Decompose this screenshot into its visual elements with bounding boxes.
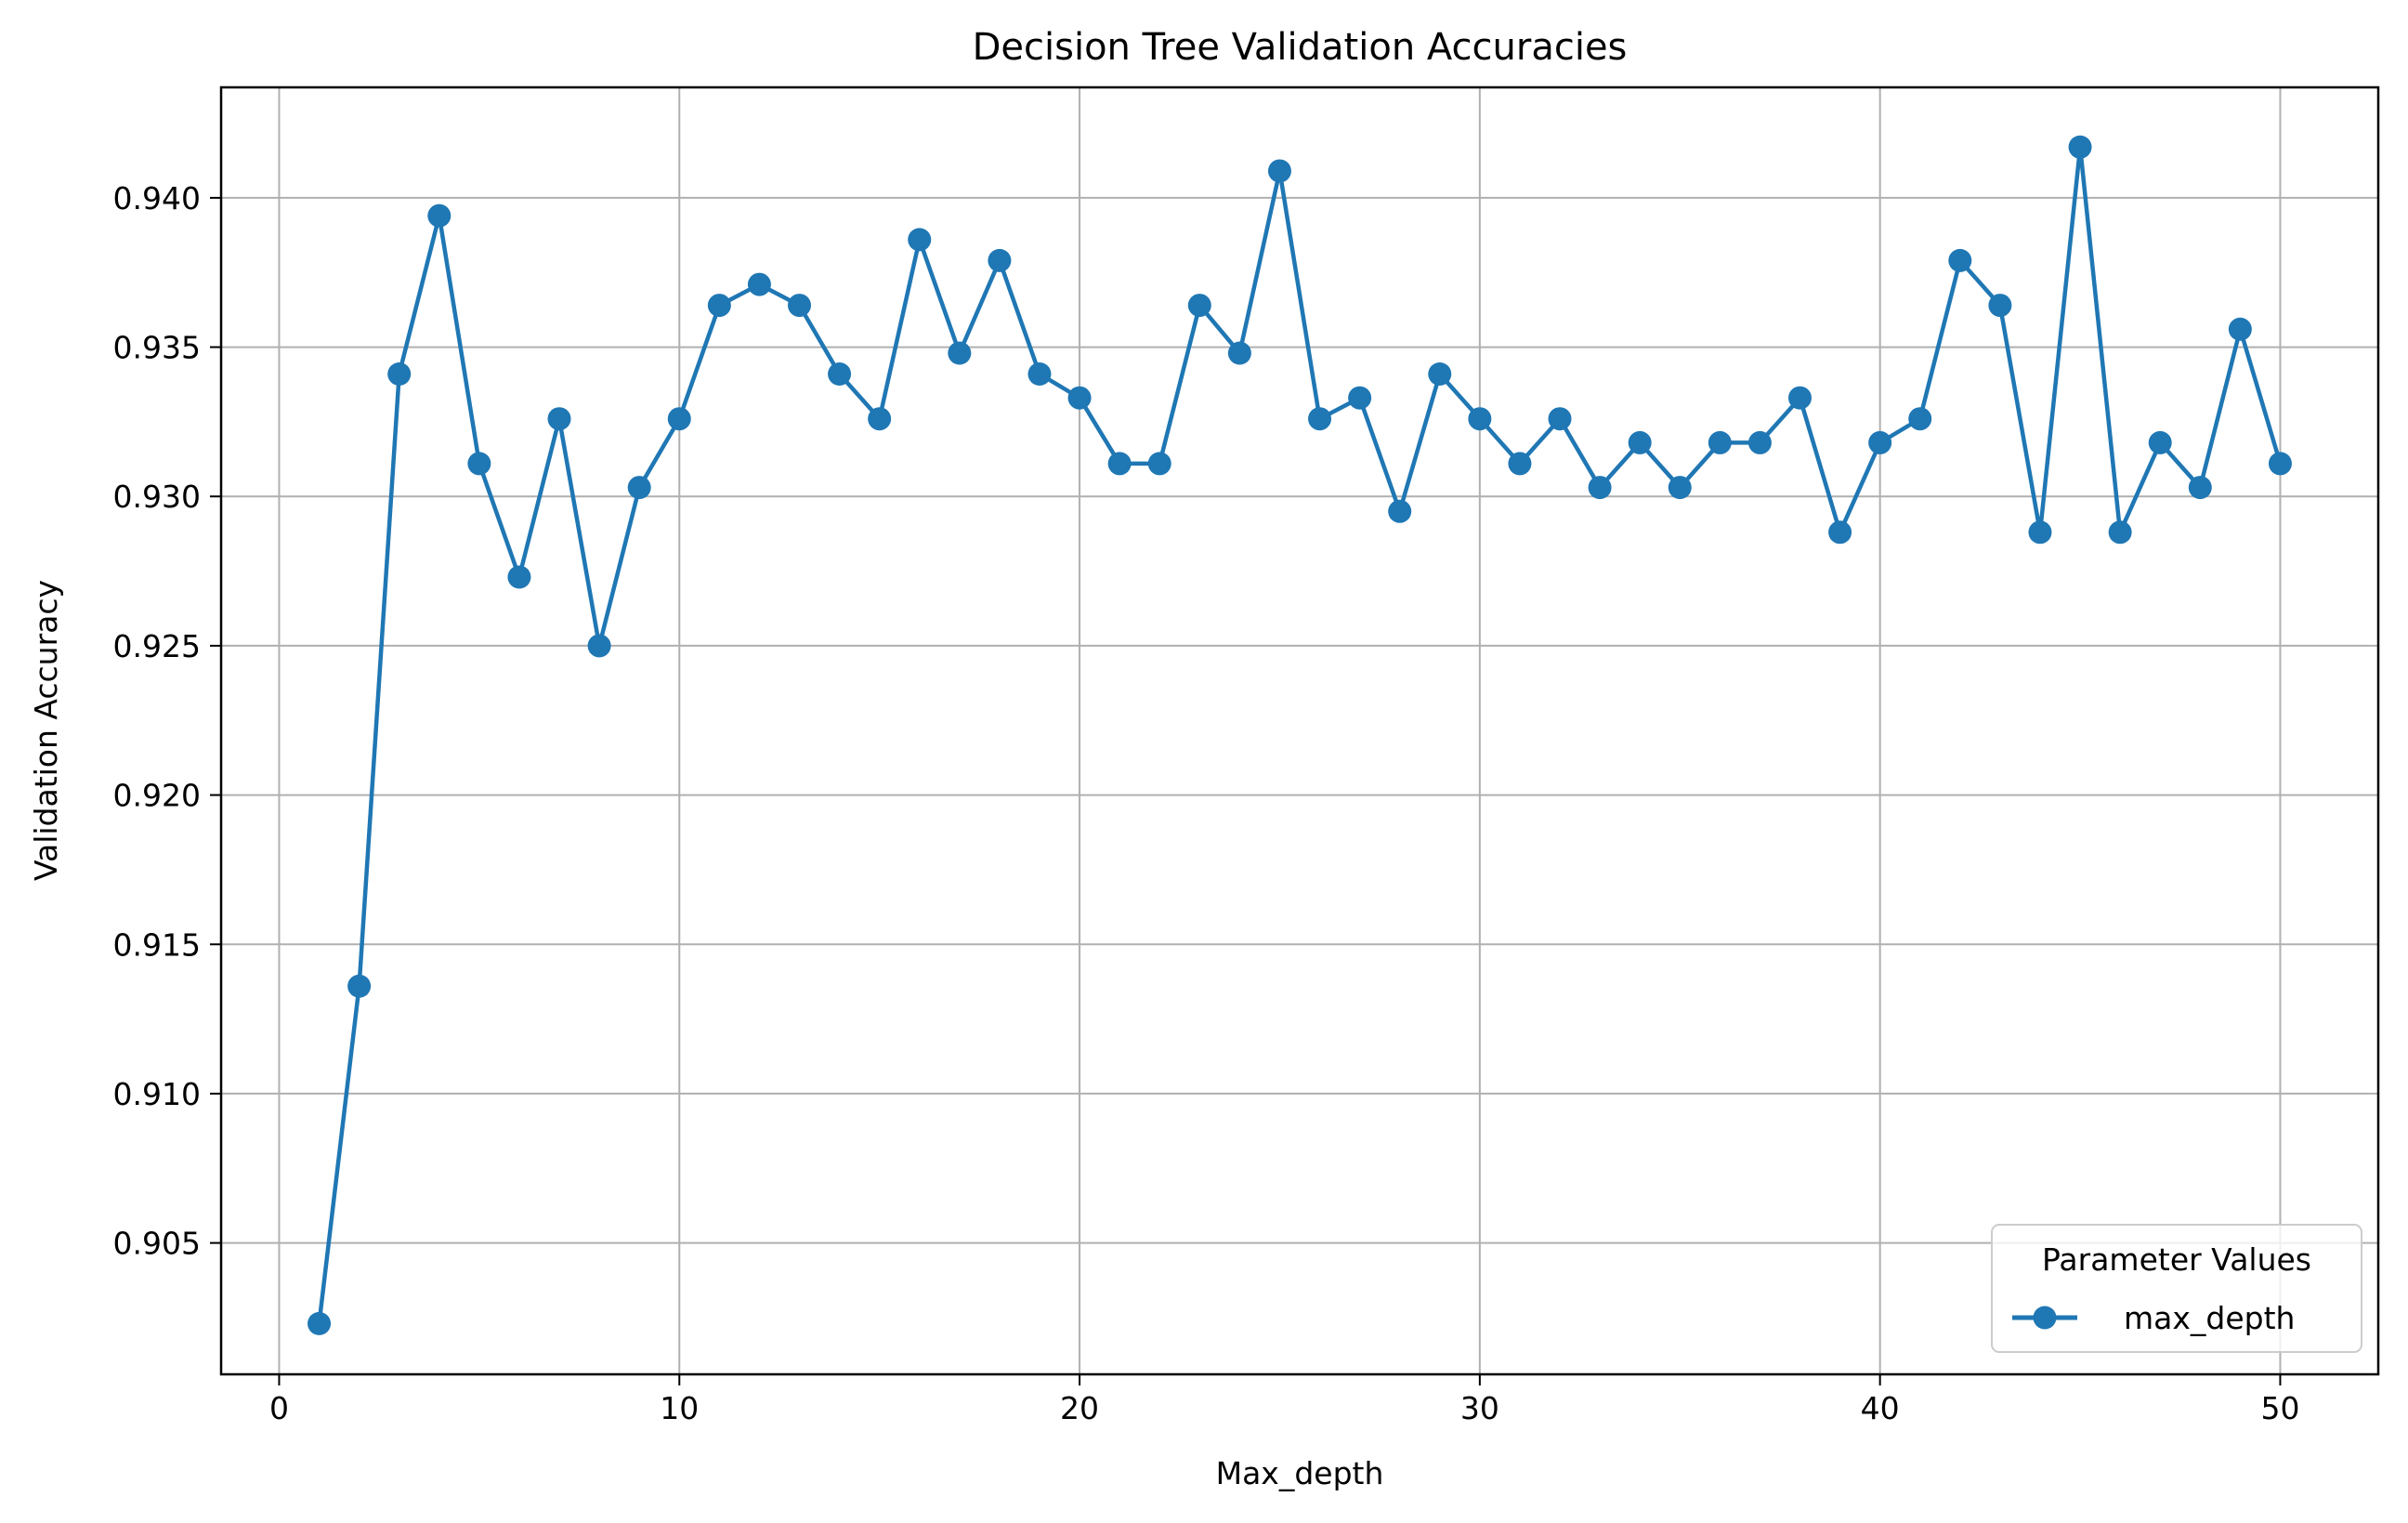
- data-point: [1588, 476, 1612, 500]
- grid-lines: [221, 87, 2378, 1374]
- x-tick-label: 10: [660, 1390, 699, 1426]
- data-point: [387, 361, 412, 386]
- data-point: [1428, 361, 1452, 386]
- x-tick-label: 0: [269, 1390, 289, 1426]
- data-point: [1908, 407, 1932, 431]
- legend-box: [1991, 1224, 2362, 1353]
- data-point: [1948, 248, 1972, 272]
- data-point: [1747, 430, 1772, 454]
- data-point: [1267, 159, 1291, 183]
- x-tick-label: 20: [1060, 1390, 1099, 1426]
- data-point: [507, 565, 531, 589]
- legend-marker-swatch: [2033, 1306, 2057, 1330]
- y-axis-ticks: 0.905 0.910 0.915 0.920 0.925 0.930 0.935 0.940: [113, 180, 221, 1262]
- data-point: [1107, 452, 1132, 476]
- data-point: [747, 272, 771, 296]
- data-point: [1147, 452, 1171, 476]
- data-point: [467, 452, 491, 476]
- data-point: [1348, 386, 1372, 410]
- series-group: [308, 135, 2292, 1335]
- x-axis-title: Max_depth: [1216, 1455, 1384, 1491]
- x-tick-label: 50: [2260, 1390, 2299, 1426]
- data-point: [868, 407, 892, 431]
- y-tick-label: 0.940: [113, 180, 201, 217]
- data-point: [948, 341, 972, 365]
- legend: Parameter Values max_depth: [1991, 1224, 2362, 1353]
- data-point: [2068, 135, 2092, 159]
- legend-series-label: max_depth: [2124, 1300, 2295, 1336]
- data-point: [347, 974, 372, 998]
- data-point: [828, 361, 852, 386]
- data-point: [788, 294, 812, 318]
- data-point: [1628, 430, 1652, 454]
- plot-frame: [219, 85, 2380, 1376]
- x-tick-label: 30: [1460, 1390, 1499, 1426]
- data-point: [1468, 407, 1492, 431]
- data-point: [1308, 407, 1332, 431]
- y-tick-label: 0.920: [113, 778, 201, 814]
- series-line: [317, 145, 2283, 1324]
- y-tick-label: 0.915: [113, 926, 201, 963]
- data-point: [1548, 407, 1572, 431]
- data-point: [707, 294, 731, 318]
- data-point: [1067, 386, 1092, 410]
- x-axis-ticks: 0 10 20 30 40 50: [269, 1374, 2299, 1426]
- y-tick-label: 0.910: [113, 1076, 201, 1112]
- data-point: [1708, 430, 1732, 454]
- data-point: [427, 204, 452, 228]
- data-point: [1227, 341, 1251, 365]
- y-tick-label: 0.935: [113, 330, 201, 366]
- y-tick-label: 0.905: [113, 1226, 201, 1262]
- x-tick-label: 40: [1861, 1390, 1900, 1426]
- data-point: [587, 634, 611, 658]
- chart-title: Decision Tree Validation Accuracies: [973, 26, 1628, 69]
- y-axis-title: Validation Accuracy: [28, 580, 64, 881]
- data-point: [2028, 520, 2052, 545]
- data-point: [1668, 476, 1692, 500]
- data-point: [1027, 361, 1052, 386]
- data-point: [2228, 317, 2252, 341]
- data-point: [1508, 452, 1532, 476]
- data-point: [2268, 452, 2292, 476]
- y-tick-label: 0.930: [113, 479, 201, 515]
- data-point: [308, 1311, 332, 1335]
- data-point: [627, 476, 651, 500]
- legend-title: Parameter Values: [2042, 1241, 2311, 1278]
- data-point: [1868, 430, 1892, 454]
- y-tick-label: 0.925: [113, 628, 201, 664]
- data-point: [988, 248, 1012, 272]
- data-point: [2188, 476, 2212, 500]
- data-point: [667, 407, 691, 431]
- data-point: [1988, 294, 2012, 318]
- data-point: [1828, 520, 1852, 545]
- data-point: [547, 407, 571, 431]
- data-point: [908, 228, 932, 252]
- data-point: [1187, 294, 1211, 318]
- data-point: [1787, 386, 1812, 410]
- data-point: [1388, 499, 1412, 523]
- data-point: [2108, 520, 2132, 545]
- data-point: [2148, 430, 2172, 454]
